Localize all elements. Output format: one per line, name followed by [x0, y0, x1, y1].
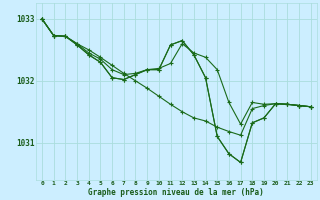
X-axis label: Graphe pression niveau de la mer (hPa): Graphe pression niveau de la mer (hPa): [88, 188, 264, 197]
